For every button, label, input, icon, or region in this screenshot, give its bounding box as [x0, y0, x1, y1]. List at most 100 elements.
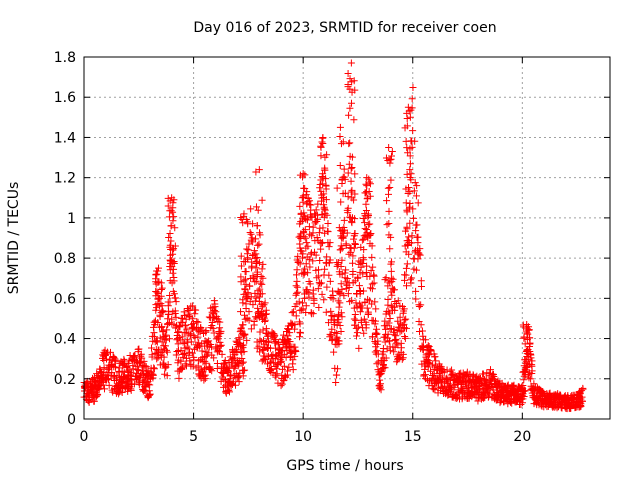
data-point	[238, 359, 246, 367]
data-point	[357, 263, 365, 271]
data-point	[363, 229, 371, 237]
data-point	[194, 318, 202, 326]
data-point	[387, 302, 395, 310]
data-point	[360, 256, 368, 264]
data-point	[166, 197, 174, 205]
data-point	[247, 230, 255, 238]
data-point	[337, 198, 345, 206]
data-point	[172, 313, 180, 321]
data-point	[230, 354, 238, 362]
data-point	[127, 376, 135, 384]
data-point	[370, 271, 378, 279]
data-point	[238, 342, 246, 350]
data-point	[149, 374, 157, 382]
data-point	[349, 259, 357, 267]
data-point	[325, 271, 333, 279]
data-point	[249, 220, 257, 228]
data-point	[407, 279, 415, 287]
data-point	[153, 304, 161, 312]
data-point	[148, 353, 156, 361]
data-point	[210, 354, 218, 362]
data-point	[188, 349, 196, 357]
data-point	[189, 302, 197, 310]
data-point	[412, 266, 420, 274]
data-point	[300, 227, 308, 235]
data-point	[141, 362, 149, 370]
data-point	[84, 397, 92, 405]
data-point	[337, 280, 345, 288]
data-point	[299, 173, 307, 181]
data-point	[311, 248, 319, 256]
data-point	[309, 286, 317, 294]
data-point	[579, 385, 587, 393]
data-point	[402, 271, 410, 279]
data-point	[241, 366, 249, 374]
data-point	[408, 274, 416, 282]
data-point	[364, 308, 372, 316]
data-point	[520, 376, 528, 384]
data-point	[347, 177, 355, 185]
data-point	[403, 260, 411, 268]
data-point	[187, 338, 195, 346]
data-point	[410, 214, 418, 222]
data-point	[346, 213, 354, 221]
data-point	[382, 325, 390, 333]
data-point	[144, 380, 152, 388]
data-point	[364, 213, 372, 221]
data-point	[330, 348, 338, 356]
data-point	[425, 343, 433, 351]
data-point	[363, 182, 371, 190]
data-point	[289, 308, 297, 316]
data-point	[362, 180, 370, 188]
data-point	[347, 165, 355, 173]
data-point	[156, 334, 164, 342]
data-point	[384, 184, 392, 192]
data-point	[240, 341, 248, 349]
data-point	[256, 348, 264, 356]
data-point	[336, 162, 344, 170]
data-point	[349, 252, 357, 260]
data-point	[106, 348, 114, 356]
data-point	[191, 310, 199, 318]
data-point	[299, 170, 307, 178]
data-point	[240, 290, 248, 298]
data-point	[303, 286, 311, 294]
data-point	[250, 247, 258, 255]
data-point	[376, 381, 384, 389]
data-point	[318, 239, 326, 247]
data-point	[255, 240, 263, 248]
data-point	[384, 282, 392, 290]
data-point	[381, 338, 389, 346]
data-point	[297, 209, 305, 217]
data-point	[353, 329, 361, 337]
data-point	[316, 280, 324, 288]
data-point	[412, 192, 420, 200]
data-point	[301, 294, 309, 302]
data-point	[203, 338, 211, 346]
data-point	[340, 292, 348, 300]
data-point	[394, 297, 402, 305]
data-point	[408, 95, 416, 103]
data-point	[163, 346, 171, 354]
data-point	[317, 152, 325, 160]
data-point	[418, 342, 426, 350]
data-point	[527, 354, 535, 362]
data-point	[322, 175, 330, 183]
data-point	[246, 282, 254, 290]
data-point	[301, 226, 309, 234]
data-point	[366, 230, 374, 238]
data-point	[338, 256, 346, 264]
data-point	[401, 334, 409, 342]
data-points	[80, 59, 587, 413]
data-point	[132, 362, 140, 370]
data-point	[225, 388, 233, 396]
data-point	[258, 280, 266, 288]
data-point	[259, 326, 267, 334]
data-point	[90, 397, 98, 405]
data-point	[317, 245, 325, 253]
data-point	[292, 289, 300, 297]
data-point	[324, 228, 332, 236]
data-point	[385, 144, 393, 151]
data-point	[154, 295, 162, 303]
data-point	[524, 371, 532, 379]
